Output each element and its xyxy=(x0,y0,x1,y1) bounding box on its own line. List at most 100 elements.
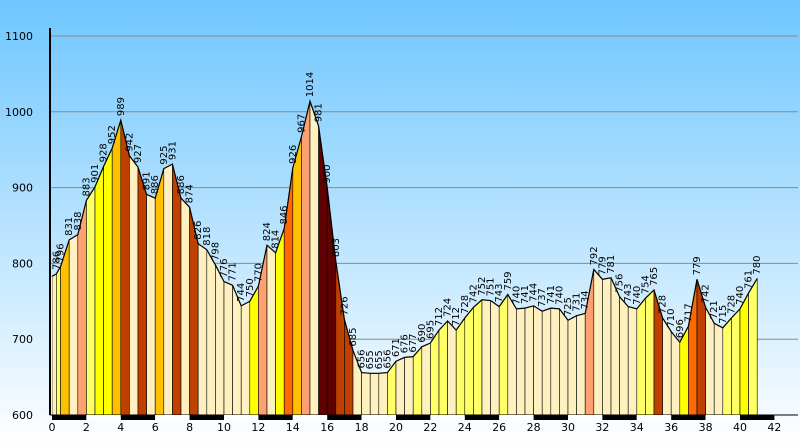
x-tick-label: 12 xyxy=(251,421,265,434)
profile-segment xyxy=(481,299,491,416)
profile-segment xyxy=(197,243,208,416)
profile-segment xyxy=(292,136,302,416)
profile-segment xyxy=(619,295,629,416)
elevation-label: 874 xyxy=(185,184,196,203)
x-tick-label: 28 xyxy=(527,421,541,434)
elevation-label: 952 xyxy=(107,125,118,144)
elevation-label: 776 xyxy=(219,258,230,277)
distance-band xyxy=(636,415,672,420)
elevation-label: 728 xyxy=(460,295,471,314)
profile-segment xyxy=(541,307,552,416)
profile-segment xyxy=(748,277,758,416)
elevation-label: 756 xyxy=(615,274,626,293)
x-tick-label: 20 xyxy=(389,421,403,434)
elevation-label: 671 xyxy=(391,338,402,357)
distance-band xyxy=(189,415,224,420)
elevation-label: 740 xyxy=(511,286,522,305)
elevation-label: 724 xyxy=(443,298,454,317)
distance-band xyxy=(396,415,431,420)
elevation-label: 734 xyxy=(580,290,591,309)
y-tick-label: 900 xyxy=(12,182,33,195)
profile-segment xyxy=(206,248,216,416)
elevation-label: 742 xyxy=(701,284,712,303)
elevation-label: 751 xyxy=(486,277,497,296)
profile-segment xyxy=(309,101,319,416)
elevation-label: 750 xyxy=(245,278,256,297)
elevation-label: 717 xyxy=(683,303,694,322)
profile-segment xyxy=(507,293,517,416)
elevation-label: 931 xyxy=(167,141,178,160)
distance-band xyxy=(292,415,328,420)
x-tick-label: 16 xyxy=(320,421,334,434)
elevation-label: 712 xyxy=(434,307,445,326)
profile-segment xyxy=(86,185,96,416)
elevation-label: 741 xyxy=(546,285,557,304)
elevation-label: 752 xyxy=(477,277,488,296)
profile-segment xyxy=(567,315,577,416)
elevation-label: 792 xyxy=(589,246,600,265)
y-tick-label: 1000 xyxy=(5,106,33,119)
elevation-label: 728 xyxy=(658,295,669,314)
elevation-label: 656 xyxy=(357,349,368,368)
x-tick-label: 30 xyxy=(561,421,575,434)
distance-bands xyxy=(52,415,775,420)
elevation-label: 710 xyxy=(666,309,677,328)
elevation-label: 883 xyxy=(81,177,92,196)
elevation-label: 779 xyxy=(597,256,608,275)
distance-band xyxy=(568,415,603,420)
elevation-label: 942 xyxy=(124,133,135,152)
elevation-label: 695 xyxy=(425,320,436,339)
profile-segment xyxy=(378,372,388,416)
elevation-label: 690 xyxy=(417,324,428,343)
profile-segment xyxy=(516,307,526,416)
profile-segment xyxy=(369,373,380,416)
elevation-label: 740 xyxy=(735,286,746,305)
profile-segment xyxy=(559,307,569,416)
elevation-label: 765 xyxy=(649,267,660,286)
elevation-label: 721 xyxy=(709,300,720,319)
elevation-label: 676 xyxy=(400,334,411,353)
profile-segment xyxy=(739,292,749,416)
elevation-label: 814 xyxy=(271,230,282,249)
profile-segment xyxy=(68,234,79,416)
profile-segment xyxy=(731,308,741,416)
elevation-label: 779 xyxy=(692,256,703,275)
profile-segment xyxy=(447,320,457,416)
elevation-label: 928 xyxy=(99,143,110,162)
profile-segment xyxy=(670,330,681,416)
profile-segment xyxy=(275,228,285,416)
profile-segment xyxy=(111,120,122,416)
profile-segment xyxy=(498,293,509,416)
y-tick-label: 1100 xyxy=(5,30,33,43)
profile-segment xyxy=(464,306,474,416)
x-tick-label: 42 xyxy=(767,421,781,434)
elevation-label: 715 xyxy=(718,305,729,324)
profile-segment xyxy=(51,273,57,416)
distance-band xyxy=(464,415,500,420)
elevation-label: 831 xyxy=(64,217,75,236)
x-tick-label: 32 xyxy=(595,421,609,434)
elevation-label: 771 xyxy=(228,262,239,281)
distance-band xyxy=(740,415,775,420)
elevation-label: 786 xyxy=(51,251,62,270)
elevation-label: 731 xyxy=(572,293,583,312)
distance-band xyxy=(327,415,362,420)
elevation-label: 740 xyxy=(554,286,565,305)
elevation-label: 759 xyxy=(503,271,514,290)
elevation-label: 967 xyxy=(296,114,307,133)
profile-segment xyxy=(627,306,638,416)
x-tick-label: 8 xyxy=(186,421,193,434)
elevation-label: 677 xyxy=(408,334,419,353)
elevation-label: 818 xyxy=(202,227,213,246)
profile-segment xyxy=(180,197,190,416)
profile-outline xyxy=(51,99,758,374)
profile-segment xyxy=(490,299,500,416)
distance-band xyxy=(258,415,293,420)
profile-segment xyxy=(56,265,61,416)
elevation-label: 901 xyxy=(90,164,101,183)
profile-segment xyxy=(455,317,466,416)
profile-segment xyxy=(172,164,182,416)
profile-segment xyxy=(705,307,715,416)
profile-segment xyxy=(438,320,448,416)
elevation-label: 740 xyxy=(632,286,643,305)
